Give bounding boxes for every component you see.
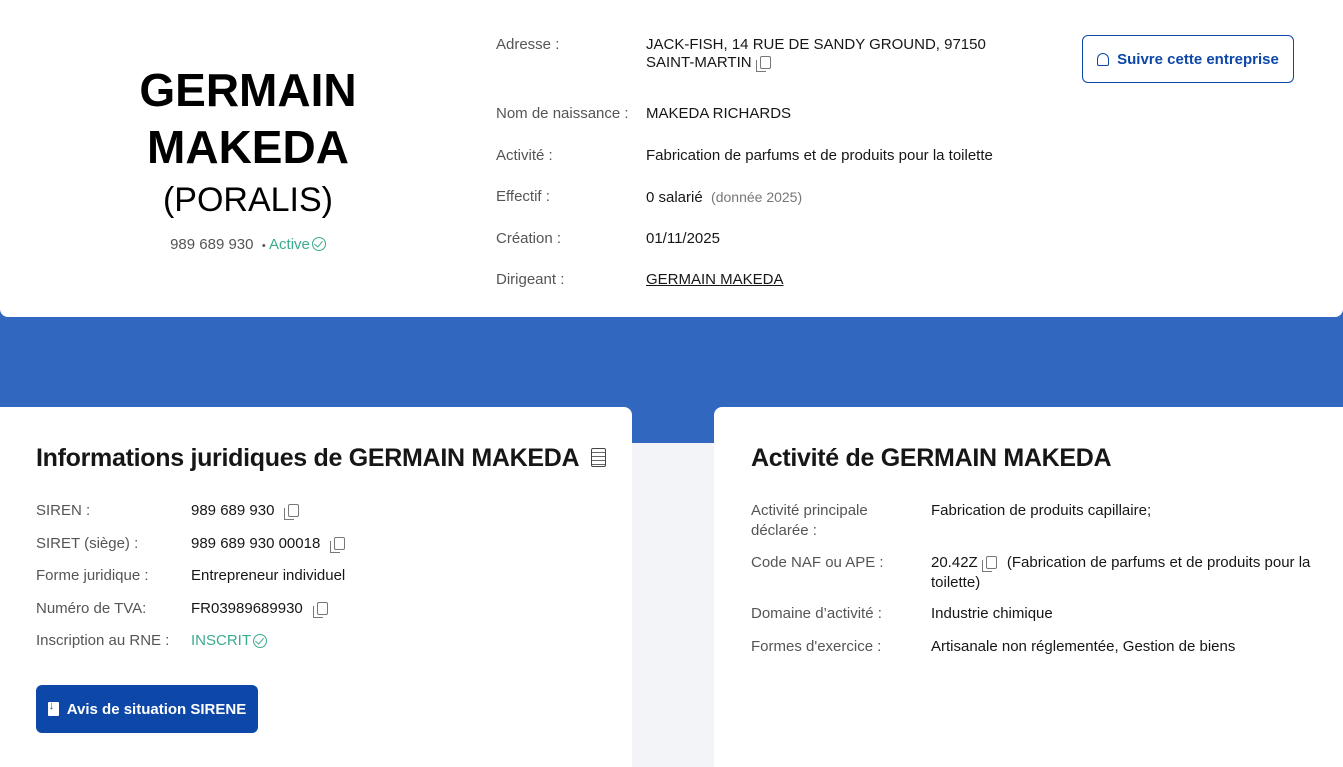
row-label: Activité principale déclarée : <box>751 502 868 539</box>
row-label: Forme juridique : <box>36 567 149 584</box>
naf-code: 20.42Z <box>931 554 978 571</box>
activity-rows: Activité principale déclarée : Fabricatio… <box>751 501 1321 657</box>
row-value: Artisanale non réglementée, Gestion de b… <box>931 638 1236 655</box>
row-value: Industrie chimique <box>931 605 1053 622</box>
siren-status: 989 689 930 • Active <box>70 236 426 253</box>
legal-title-text: Informations juridiques de GERMAIN MAKED… <box>36 444 580 472</box>
fact-director: Dirigeant : GERMAIN MAKEDA <box>496 271 1056 289</box>
director-link[interactable]: GERMAIN MAKEDA <box>646 271 784 288</box>
copy-icon[interactable] <box>284 504 300 520</box>
fact-birth-name: Nom de naissance : MAKEDA RICHARDS <box>496 105 1056 147</box>
row-rne: Inscription au RNE : INSCRIT <box>36 631 596 651</box>
company-identity: GERMAIN MAKEDA (PORALIS) 989 689 930 • Ac… <box>70 62 426 253</box>
activity-title: Activité de GERMAIN MAKEDA <box>751 444 1112 472</box>
row-vat: Numéro de TVA: FR03989689930 <box>36 599 596 631</box>
row-domain: Domaine d’activité : Industrie chimique <box>751 604 1321 637</box>
row-label: Numéro de TVA: <box>36 600 147 617</box>
row-siret: SIRET (siège) : 989 689 930 00018 <box>36 534 596 566</box>
status-badge: Active <box>269 236 310 253</box>
company-name: GERMAIN MAKEDA <box>70 62 426 176</box>
row-value: Fabrication de produits capillaire; <box>931 502 1152 519</box>
fact-value: MAKEDA RICHARDS <box>646 105 792 122</box>
row-naf: Code NAF ou APE : 20.42Z (Fabrication de … <box>751 553 1321 604</box>
row-exercise-forms: Formes d'exercice : Artisanale non réglem… <box>751 637 1321 657</box>
fact-value: JACK-FISH, 14 RUE DE SANDY GROUND, 97150… <box>646 36 986 71</box>
row-main-activity: Activité principale déclarée : Fabricatio… <box>751 501 1321 553</box>
fact-value: Fabrication de parfums et de produits po… <box>646 147 993 164</box>
fact-value: 0 salarié <box>646 189 703 206</box>
legal-title: Informations juridiques de GERMAIN MAKED… <box>36 444 607 473</box>
fact-address: Adresse : JACK-FISH, 14 RUE DE SANDY GROU… <box>496 36 1056 105</box>
row-label: Code NAF ou APE : <box>751 554 884 571</box>
fact-label: Activité : <box>496 147 553 164</box>
separator: • <box>261 240 266 252</box>
fact-label: Dirigeant : <box>496 271 565 288</box>
copy-icon[interactable] <box>755 56 771 72</box>
copy-icon[interactable] <box>312 602 328 618</box>
row-siren: SIREN : 989 689 930 <box>36 501 596 534</box>
row-label: Formes d'exercice : <box>751 638 882 655</box>
file-download-icon <box>47 700 59 716</box>
row-label: Inscription au RNE : <box>36 632 170 649</box>
legal-rows: SIREN : 989 689 930 SIRET (siège) : 989 68… <box>36 501 596 651</box>
row-value: 989 689 930 <box>191 502 275 519</box>
name-line-2: MAKEDA <box>147 121 349 173</box>
check-circle-icon <box>253 634 267 648</box>
company-facts: Adresse : JACK-FISH, 14 RUE DE SANDY GROU… <box>496 36 1056 289</box>
company-header: GERMAIN MAKEDA (PORALIS) 989 689 930 • Ac… <box>0 0 1343 317</box>
copy-icon[interactable] <box>981 556 997 572</box>
row-legal-form: Forme juridique : Entrepreneur individuel <box>36 566 596 599</box>
fact-headcount: Effectif : 0 salarié (donnée 2025) <box>496 188 1056 230</box>
row-label: SIREN : <box>36 502 91 519</box>
rne-status: INSCRIT <box>191 632 251 649</box>
fact-note: (donnée 2025) <box>711 189 803 205</box>
copy-icon[interactable] <box>330 537 346 553</box>
check-circle-icon <box>311 237 326 251</box>
fact-activity: Activité : Fabrication de parfums et de p… <box>496 147 1056 188</box>
legal-document-icon <box>591 448 607 467</box>
bell-icon <box>1097 52 1110 66</box>
siren: 989 689 930 <box>170 236 254 253</box>
naf-description: (Fabrication de parfums et de produits p… <box>931 554 1311 591</box>
activity-card: Activité de GERMAIN MAKEDA Activité prin… <box>714 407 1343 767</box>
fact-creation: Création : 01/11/2025 <box>496 230 1056 271</box>
row-label: SIRET (siège) : <box>36 535 139 552</box>
fact-label: Création : <box>496 230 562 247</box>
row-value: Entrepreneur individuel <box>191 567 346 584</box>
fact-label: Effectif : <box>496 188 550 205</box>
name-line-1: GERMAIN <box>139 64 357 116</box>
follow-company-button[interactable]: Suivre cette entreprise <box>1082 35 1294 83</box>
legal-info-card: Informations juridiques de GERMAIN MAKED… <box>0 407 632 767</box>
fact-value: 01/11/2025 <box>646 230 720 247</box>
fact-label: Adresse : <box>496 36 560 53</box>
fact-label: Nom de naissance : <box>496 105 629 122</box>
sirene-notice-button[interactable]: Avis de situation SIRENE <box>36 685 258 733</box>
row-label: Domaine d’activité : <box>751 605 882 622</box>
follow-label: Suivre cette entreprise <box>1117 50 1279 68</box>
company-alias: (PORALIS) <box>162 181 334 219</box>
sirene-notice-label: Avis de situation SIRENE <box>66 700 247 718</box>
row-value: FR03989689930 <box>191 600 303 617</box>
row-value: 989 689 930 00018 <box>191 535 321 552</box>
